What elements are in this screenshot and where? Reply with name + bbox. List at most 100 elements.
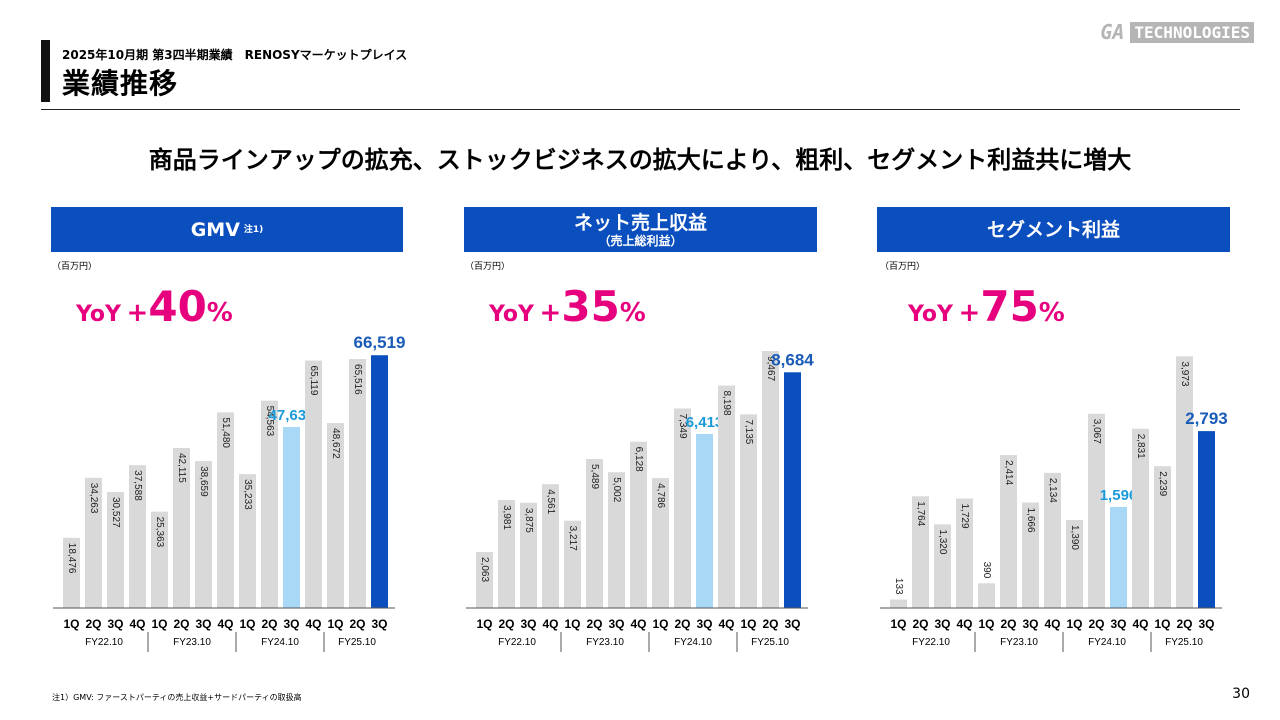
segment-profit-unit: （百万円） bbox=[880, 262, 926, 272]
net-revenue-bar bbox=[608, 472, 625, 608]
segment-profit-bar bbox=[1154, 466, 1171, 608]
net-revenue-group-label: FY25.10 bbox=[751, 637, 789, 648]
segment-profit-bar bbox=[1022, 502, 1039, 608]
net-revenue-tick-label: 4Q bbox=[718, 617, 734, 631]
segment-profit-yoy-plus: + bbox=[958, 298, 981, 328]
net-revenue-yoy-prefix: YoY bbox=[489, 302, 534, 327]
segment-profit-bar bbox=[1088, 413, 1105, 608]
footnote: 注1）GMV: ファーストパーティの売上収益+サードパーティの取扱高 bbox=[52, 693, 302, 702]
gmv-data-label: 37,588 bbox=[132, 470, 143, 501]
net-revenue-unit: （百万円） bbox=[465, 262, 511, 272]
gmv-data-label: 34,263 bbox=[88, 483, 99, 514]
segment-profit-data-label: 390 bbox=[981, 562, 992, 579]
net-revenue-data-label: 2,063 bbox=[479, 557, 490, 582]
segment-profit-group-label: FY24.10 bbox=[1088, 637, 1126, 648]
net-revenue-data-label: 3,875 bbox=[523, 508, 534, 533]
net-revenue-bar bbox=[520, 502, 537, 608]
net-revenue-data-label: 3,217 bbox=[567, 526, 578, 551]
gmv-tick-label: 4Q bbox=[129, 617, 145, 631]
net-revenue-bar bbox=[784, 372, 801, 608]
segment-profit-group-label: FY23.10 bbox=[1000, 637, 1038, 648]
logo-ga: GA bbox=[1100, 20, 1125, 44]
gmv-bar bbox=[173, 447, 190, 608]
net-revenue-bar bbox=[696, 433, 713, 608]
gmv-tick-label: 2Q bbox=[173, 617, 189, 631]
net-revenue-tick-label: 4Q bbox=[630, 617, 646, 631]
segment-profit-banner: セグメント利益 bbox=[877, 207, 1230, 252]
gmv-group-label: FY22.10 bbox=[85, 637, 123, 648]
segment-profit-group-label: FY22.10 bbox=[912, 637, 950, 648]
net-revenue-yoy-value: 35 bbox=[561, 282, 620, 331]
net-revenue-bar bbox=[740, 414, 757, 608]
segment-profit-data-label: 3,067 bbox=[1091, 419, 1102, 444]
net-revenue-tick-label: 2Q bbox=[674, 617, 690, 631]
segment-profit-bar bbox=[978, 583, 995, 608]
net-revenue-tick-label: 3Q bbox=[608, 617, 624, 631]
net-revenue-data-label: 9,467 bbox=[765, 356, 776, 381]
net-revenue-bar bbox=[674, 408, 691, 608]
gmv-bar bbox=[261, 400, 278, 608]
gmv-tick-label: 3Q bbox=[283, 617, 299, 631]
net-revenue-data-label: 7,135 bbox=[743, 419, 754, 444]
segment-profit-tick-label: 1Q bbox=[1154, 617, 1170, 631]
net-revenue-bar bbox=[652, 478, 669, 608]
gmv-group-label: FY23.10 bbox=[173, 637, 211, 648]
segment-profit-tick-label: 3Q bbox=[1198, 617, 1214, 631]
net-revenue-bar bbox=[564, 520, 581, 608]
page-number: 30 bbox=[1232, 686, 1250, 702]
segment-profit-tick-label: 4Q bbox=[1132, 617, 1148, 631]
gmv-tick-label: 3Q bbox=[195, 617, 211, 631]
gmv-highlight-label: 47,639 bbox=[269, 407, 315, 424]
segment-profit-chart: 133 1Q 1,764 2Q 1,320 3Q 1,729 4Q 390 1Q 2,414 2Q 1,… bbox=[880, 356, 1228, 652]
gmv-group-label: FY24.10 bbox=[261, 637, 299, 648]
net-revenue-data-label: 6,128 bbox=[633, 447, 644, 472]
segment-profit-bar bbox=[1198, 431, 1215, 608]
gmv-banner: GMV 注1) bbox=[51, 207, 403, 252]
net-revenue-tick-label: 3Q bbox=[520, 617, 536, 631]
segment-profit-yoy-percent: % bbox=[1038, 298, 1065, 328]
gmv-bar bbox=[371, 355, 388, 608]
gmv-data-label: 35,233 bbox=[242, 479, 253, 510]
page-subtitle: 2025年10月期 第3四半期業績 RENOSYマーケットプレイス bbox=[62, 48, 408, 62]
gmv-tick-label: 2Q bbox=[85, 617, 101, 631]
segment-profit-tick-label: 1Q bbox=[890, 617, 906, 631]
segment-profit-data-label: 1,764 bbox=[915, 501, 926, 526]
logo-technologies: TECHNOLOGIES bbox=[1130, 21, 1254, 43]
segment-profit-data-label: 133 bbox=[893, 578, 904, 595]
gmv-chart: 18,476 1Q 34,263 2Q 30,527 3Q 37,588 4Q 25,363 1Q… bbox=[53, 333, 406, 652]
net-revenue-bar bbox=[476, 552, 493, 608]
gmv-tick-label: 1Q bbox=[151, 617, 167, 631]
header-divider bbox=[41, 109, 1240, 110]
net-revenue-data-label: 5,489 bbox=[589, 464, 600, 489]
gmv-banner-title-row: GMV 注1) bbox=[191, 219, 264, 241]
gmv-tick-label: 1Q bbox=[63, 617, 79, 631]
segment-profit-tick-label: 4Q bbox=[956, 617, 972, 631]
gmv-data-label: 65,516 bbox=[352, 364, 363, 395]
net-revenue-tick-label: 4Q bbox=[542, 617, 558, 631]
segment-profit-highlight-label: 1,596 bbox=[1100, 487, 1138, 504]
net-revenue-bar bbox=[630, 441, 647, 608]
segment-profit-data-label: 2,134 bbox=[1047, 478, 1058, 503]
net-revenue-group-label: FY23.10 bbox=[586, 637, 624, 648]
net-revenue-tick-label: 2Q bbox=[586, 617, 602, 631]
net-revenue-tick-label: 2Q bbox=[762, 617, 778, 631]
segment-profit-bar bbox=[890, 599, 907, 608]
net-revenue-banner-title: ネット売上収益 bbox=[573, 211, 707, 234]
page-title: 業績推移 bbox=[62, 67, 179, 100]
headline: 商品ラインアップの拡充、ストックビジネスの拡大により、粗利、セグメント利益共に増… bbox=[148, 146, 1132, 174]
company-logo: GA TECHNOLOGIES bbox=[1100, 20, 1254, 44]
gmv-data-label: 54,563 bbox=[264, 406, 275, 437]
net-revenue-bar bbox=[498, 499, 515, 608]
segment-profit-data-label: 1,320 bbox=[937, 529, 948, 554]
net-revenue-highlight-label: 8,684 bbox=[771, 350, 814, 369]
segment-profit-tick-label: 4Q bbox=[1044, 617, 1060, 631]
net-revenue-data-label: 8,198 bbox=[721, 390, 732, 415]
segment-profit-bar bbox=[1176, 356, 1193, 608]
segment-profit-bar bbox=[1044, 472, 1061, 608]
segment-profit-yoy: YoY +75% bbox=[908, 282, 1065, 331]
segment-profit-data-label: 2,831 bbox=[1135, 434, 1146, 459]
gmv-data-label: 65,119 bbox=[308, 366, 319, 396]
segment-profit-tick-label: 2Q bbox=[1176, 617, 1192, 631]
gmv-tick-label: 1Q bbox=[239, 617, 255, 631]
segment-profit-highlight-label: 2,793 bbox=[1185, 409, 1228, 428]
